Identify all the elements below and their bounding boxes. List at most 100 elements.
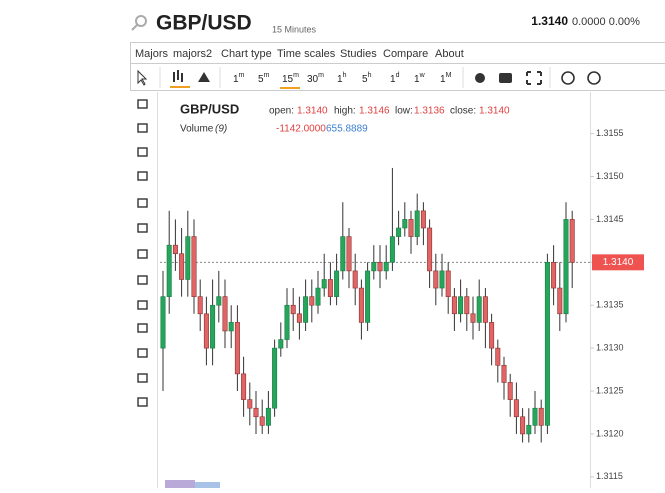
- timeframe-unit: m: [318, 72, 324, 79]
- tool-icon[interactable]: [138, 100, 147, 108]
- candle-body: [217, 297, 221, 306]
- candle-body: [458, 297, 462, 314]
- legend-high: 1.3146: [359, 106, 390, 117]
- candle-body: [328, 279, 332, 296]
- tool-icon[interactable]: [138, 199, 147, 207]
- candle-body: [440, 271, 444, 288]
- interval: 15 Minutes: [272, 24, 317, 34]
- tool-icon[interactable]: [138, 148, 147, 156]
- candle-body: [520, 417, 524, 434]
- candle-body: [570, 219, 574, 262]
- volume-period: (9): [215, 124, 227, 135]
- menu-item[interactable]: Compare: [383, 48, 428, 60]
- menu-item[interactable]: Studies: [340, 48, 377, 60]
- candle-body: [266, 408, 270, 425]
- volume-label: Volume: [180, 124, 214, 135]
- candle-body: [229, 322, 233, 331]
- candle-body: [508, 382, 512, 399]
- y-tick-label: 1.3125: [596, 385, 624, 395]
- candle-body: [347, 237, 351, 271]
- timeframe-unit: m: [239, 72, 245, 79]
- legend-low-label: low:: [395, 106, 413, 117]
- candle-body: [421, 211, 425, 228]
- candle-body: [477, 297, 481, 323]
- candle-body: [279, 340, 283, 349]
- candle-body: [378, 262, 382, 271]
- tool-icon[interactable]: [138, 301, 147, 309]
- candle-body: [341, 237, 345, 271]
- candle-body: [204, 314, 208, 348]
- candle-body: [223, 297, 227, 331]
- y-tick-label: 1.3120: [596, 428, 624, 438]
- candle-body: [471, 314, 475, 323]
- timeframe-unit: w: [419, 72, 426, 79]
- menu-item[interactable]: About: [435, 48, 464, 60]
- tool-icon[interactable]: [138, 398, 147, 406]
- candle-body: [409, 219, 413, 236]
- candle-body: [210, 305, 214, 348]
- candle-body: [322, 279, 326, 288]
- candle-body: [539, 408, 543, 425]
- menu-item[interactable]: Time scales: [277, 48, 336, 60]
- candle-body: [403, 219, 407, 228]
- settings-icon[interactable]: [475, 73, 485, 83]
- y-tick-label: 1.3150: [596, 171, 624, 181]
- candle-body: [359, 288, 363, 322]
- candle-body: [384, 262, 388, 271]
- candle-body: [316, 288, 320, 305]
- candle-body: [192, 237, 196, 297]
- tool-icon[interactable]: [138, 276, 147, 284]
- candle-body: [483, 297, 487, 323]
- camera-icon[interactable]: [499, 73, 512, 83]
- candle-body: [297, 314, 301, 323]
- y-tick-label: 1.3155: [596, 128, 624, 138]
- tool-icon[interactable]: [138, 124, 147, 132]
- candle-body: [365, 271, 369, 322]
- tool-icon[interactable]: [138, 324, 147, 332]
- timeframe-number: 30: [307, 74, 319, 85]
- candle-body: [446, 271, 450, 297]
- y-tick-label: 1.3145: [596, 214, 624, 224]
- candle-body: [179, 254, 183, 280]
- volume-a: -1142.0000: [276, 124, 326, 135]
- candle-body: [285, 305, 289, 339]
- menu-item[interactable]: Chart type: [221, 48, 272, 60]
- candle-body: [353, 271, 357, 288]
- candle-body: [533, 408, 537, 425]
- menu-item[interactable]: Majors: [135, 48, 169, 60]
- tool-icon[interactable]: [138, 250, 147, 258]
- tool-icon[interactable]: [138, 374, 147, 382]
- candle-body: [564, 219, 568, 313]
- tool-icon[interactable]: [138, 224, 147, 232]
- candle-body: [415, 211, 419, 237]
- timeframe-unit: h: [343, 72, 347, 79]
- candle-body: [186, 237, 190, 280]
- candle-body: [502, 365, 506, 382]
- timeframe-unit: M: [446, 72, 452, 79]
- candle-body: [167, 245, 171, 296]
- candle-body: [173, 245, 177, 254]
- candle-body: [161, 297, 165, 348]
- tool-icon[interactable]: [138, 349, 147, 357]
- search-icon[interactable]: [132, 16, 146, 30]
- legend-symbol: GBP/USD: [180, 101, 239, 116]
- candle-body: [527, 425, 531, 434]
- timeframe-unit: m: [293, 72, 299, 79]
- candle-body: [396, 228, 400, 237]
- price: 1.3140: [531, 14, 568, 28]
- legend-high-label: high:: [334, 106, 356, 117]
- tool-icon[interactable]: [138, 172, 147, 180]
- candle-body: [545, 262, 549, 425]
- menu-item[interactable]: majors2: [173, 48, 212, 60]
- y-tick-label: 1.3135: [596, 300, 624, 310]
- candle-body: [452, 297, 456, 314]
- legend-close-label: close:: [450, 106, 476, 117]
- drawing-tools: [138, 100, 147, 406]
- y-tick-label: 1.3130: [596, 343, 624, 353]
- candle-body: [334, 271, 338, 297]
- legend-close: 1.3140: [479, 106, 510, 117]
- change: 0.0000 0.00%: [572, 16, 640, 28]
- candle-body: [496, 348, 500, 365]
